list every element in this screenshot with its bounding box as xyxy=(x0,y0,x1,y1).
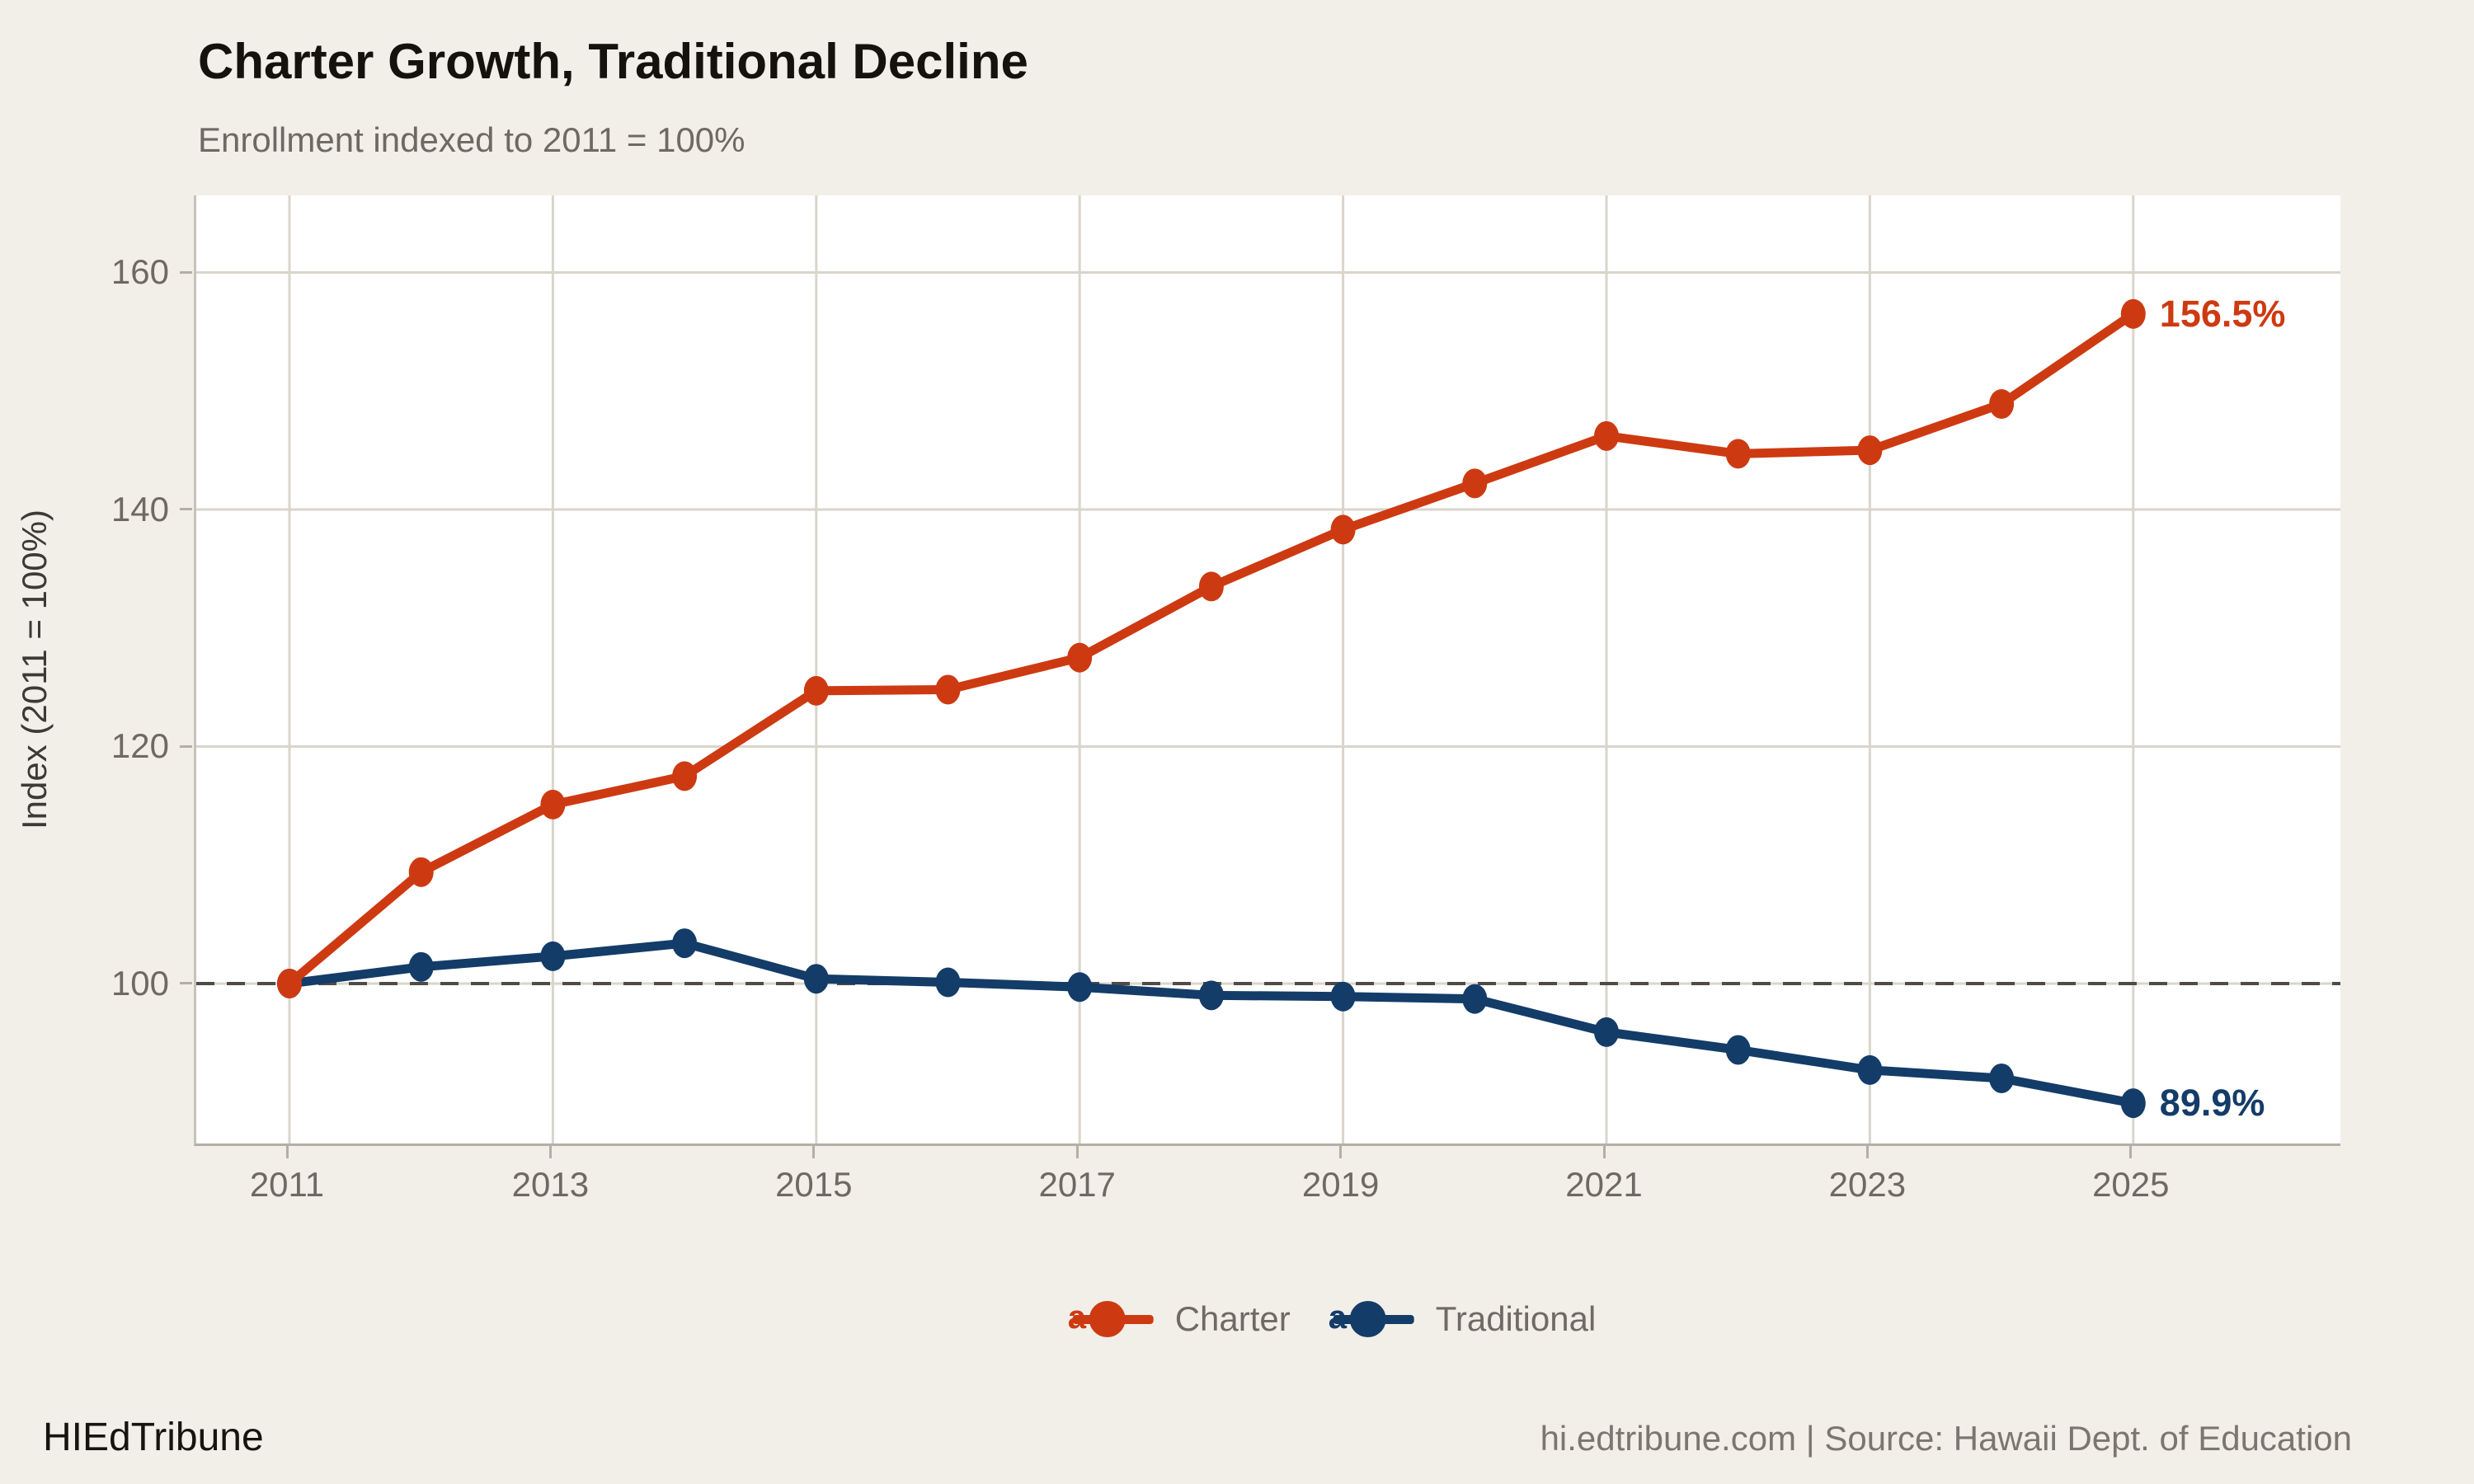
y-axis-title: Index (2011 = 100%) xyxy=(15,510,54,829)
y-tick-mark xyxy=(180,508,192,511)
traditional-data-point xyxy=(540,941,566,971)
charter-legend-label: Charter xyxy=(1174,1299,1291,1338)
charter-data-point xyxy=(540,789,566,819)
charter-data-point xyxy=(408,857,434,887)
charter-end-label: 156.5% xyxy=(2160,293,2286,335)
charter-dot-icon xyxy=(1089,1301,1126,1337)
charter-data-point xyxy=(672,761,698,791)
charter-legend-key: a xyxy=(1068,1293,1154,1345)
traditional-key-letter: a xyxy=(1328,1299,1348,1336)
charter-data-point xyxy=(1067,642,1093,673)
y-tick-mark xyxy=(180,744,192,748)
charter-data-point xyxy=(1330,514,1356,545)
x-tick-mark xyxy=(1339,1146,1343,1158)
traditional-dot-icon xyxy=(1349,1301,1386,1337)
charter-key-letter: a xyxy=(1067,1299,1086,1336)
charter-data-point xyxy=(1594,420,1619,451)
traditional-data-point xyxy=(1067,972,1093,1003)
y-tick-label: 140 xyxy=(111,489,169,528)
y-tick-label: 100 xyxy=(111,963,169,1003)
charter-data-point xyxy=(803,675,829,706)
x-tick-mark xyxy=(2129,1146,2133,1158)
x-tick-mark xyxy=(548,1146,552,1158)
brand: HIEdTribune xyxy=(43,1416,264,1459)
y-tick-mark xyxy=(180,270,192,274)
x-tick-label: 2021 xyxy=(1538,1146,1670,1205)
traditional-data-point xyxy=(1594,1017,1619,1047)
line-chart: 156.5% 89.9% xyxy=(196,195,2340,1144)
x-tick-label: 2011 xyxy=(221,1146,353,1205)
charter-data-point xyxy=(1725,439,1751,469)
x-tick-label: 2013 xyxy=(484,1146,616,1205)
traditional-end-label: 89.9% xyxy=(2160,1082,2265,1124)
x-tick-label: 2017 xyxy=(1011,1146,1143,1205)
y-tick-mark xyxy=(180,982,192,985)
x-tick-label: 2025 xyxy=(2065,1146,2197,1205)
charter-data-point xyxy=(1857,435,1883,466)
traditional-data-point xyxy=(803,964,829,994)
chart-title: Charter Growth, Traditional Decline xyxy=(198,34,1028,89)
x-tick-label: 2019 xyxy=(1275,1146,1407,1205)
traditional-data-point xyxy=(1989,1063,2015,1093)
traditional-data-point xyxy=(2120,1088,2146,1119)
x-tick-mark xyxy=(1865,1146,1869,1158)
traditional-data-point xyxy=(1725,1035,1751,1065)
traditional-data-point xyxy=(935,967,961,998)
y-tick-label: 160 xyxy=(111,252,169,292)
traditional-data-point xyxy=(1198,980,1224,1011)
legend-item-charter: a Charter xyxy=(1068,1293,1291,1345)
charter-data-point xyxy=(1462,468,1488,499)
charter-data-point xyxy=(935,674,961,705)
plot-area: 156.5% 89.9% xyxy=(194,195,2340,1146)
source-attribution: hi.edtribune.com | Source: Hawaii Dept. … xyxy=(1540,1419,2352,1458)
traditional-legend-label: Traditional xyxy=(1435,1299,1597,1338)
traditional-data-point xyxy=(1330,981,1356,1012)
traditional-line xyxy=(285,938,2138,1108)
traditional-data-point xyxy=(408,951,434,982)
traditional-data-point xyxy=(672,928,698,959)
legend-item-traditional: a Traditional xyxy=(1329,1293,1597,1345)
x-tick-mark xyxy=(812,1146,816,1158)
x-tick-mark xyxy=(1602,1146,1606,1158)
footer: HIEdTribune hi.edtribune.com | Source: H… xyxy=(43,1415,2352,1460)
charter-data-point xyxy=(1989,389,2015,419)
x-tick-label: 2015 xyxy=(748,1146,880,1205)
charter-data-point xyxy=(277,968,302,998)
y-tick-label: 120 xyxy=(111,726,169,766)
traditional-data-point xyxy=(1462,984,1488,1014)
x-tick-label: 2023 xyxy=(1801,1146,1933,1205)
legend: a Charter a Traditional xyxy=(1068,1293,1597,1345)
x-tick-mark xyxy=(1075,1146,1079,1158)
x-tick-mark xyxy=(285,1146,289,1158)
chart-subtitle: Enrollment indexed to 2011 = 100% xyxy=(198,120,745,159)
traditional-data-point xyxy=(1857,1054,1883,1085)
charter-data-point xyxy=(1198,571,1224,602)
charter-data-point xyxy=(2120,298,2146,329)
charter-line xyxy=(285,309,2138,989)
traditional-legend-key: a xyxy=(1329,1293,1414,1345)
